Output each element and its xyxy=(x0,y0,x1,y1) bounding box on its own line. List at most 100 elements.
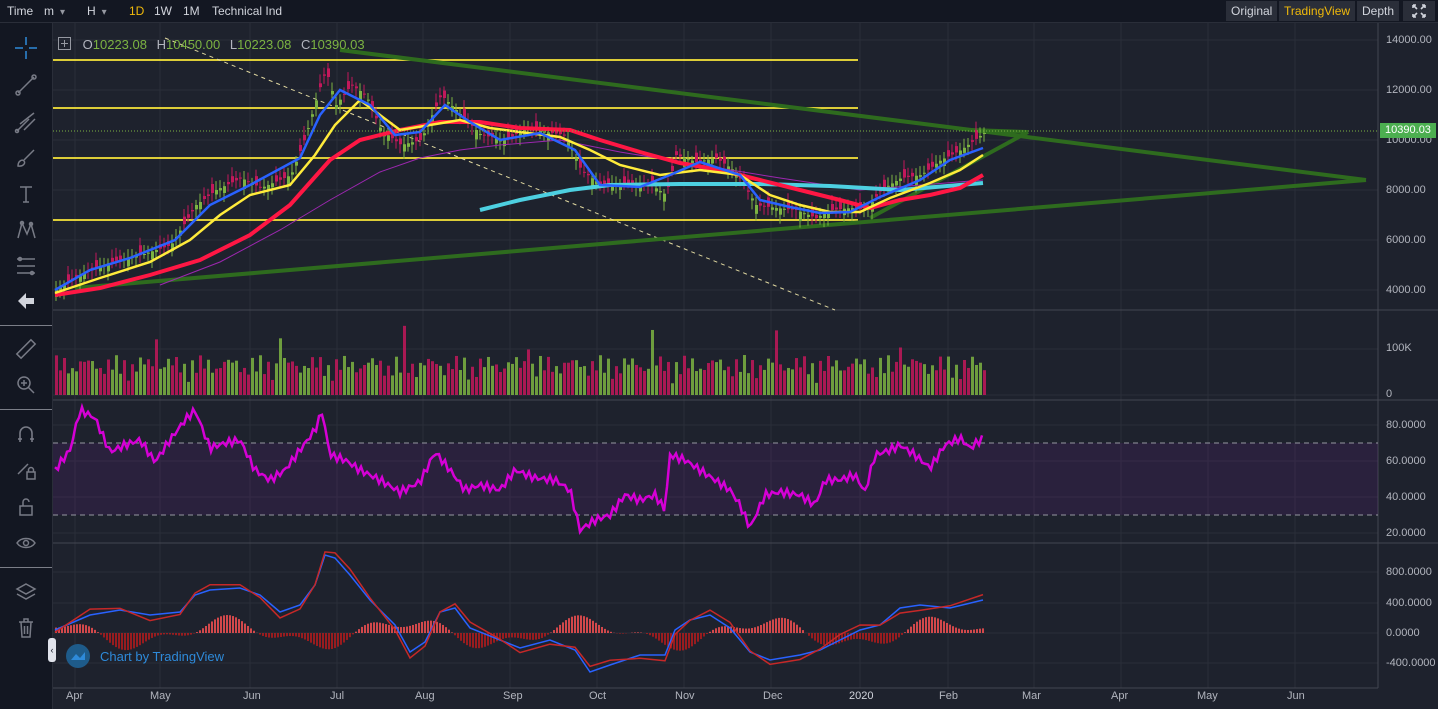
view-tradingview-button[interactable]: TradingView xyxy=(1279,1,1356,21)
macd-histogram-bar xyxy=(781,617,783,633)
lock-draw-icon[interactable] xyxy=(13,457,39,483)
view-original-button[interactable]: Original xyxy=(1226,1,1278,21)
volume-bar xyxy=(451,369,454,395)
macd-histogram-bar xyxy=(316,633,318,646)
unlock-icon[interactable] xyxy=(13,494,39,520)
macd-histogram-bar xyxy=(925,617,927,633)
volume-bar xyxy=(783,370,786,395)
volume-bar xyxy=(307,368,310,395)
volume-bar xyxy=(271,379,274,395)
volume-bar xyxy=(919,362,922,395)
pattern-icon[interactable] xyxy=(13,217,39,243)
volume-bar xyxy=(695,371,698,395)
macd-histogram-bar xyxy=(223,615,225,633)
volume-bar xyxy=(231,362,234,395)
triangle-hidden xyxy=(75,50,1366,288)
candle-body xyxy=(579,157,582,168)
candle-body xyxy=(311,114,314,117)
candle-body xyxy=(131,257,134,259)
view-depth-button[interactable]: Depth xyxy=(1357,1,1400,21)
macd-histogram-bar xyxy=(430,620,432,633)
macd-histogram-bar xyxy=(472,633,474,648)
macd-histogram-bar xyxy=(175,633,177,636)
candle-body xyxy=(795,206,798,210)
macd-histogram-bar xyxy=(946,622,948,633)
text-icon[interactable] xyxy=(13,181,39,207)
minute-dropdown[interactable]: m xyxy=(40,1,80,21)
macd-histogram-bar xyxy=(244,623,246,633)
candle-body xyxy=(59,287,62,290)
volume-bar xyxy=(395,356,398,395)
macd-histogram-bar xyxy=(907,629,909,633)
macd-histogram-bar xyxy=(331,633,333,649)
technical-indicators-button[interactable]: Technical Ind xyxy=(212,4,283,18)
volume-bar xyxy=(247,374,250,395)
interval-1m-button[interactable]: 1M xyxy=(183,4,200,18)
pitchfork-icon[interactable] xyxy=(13,109,39,135)
volume-bar xyxy=(667,361,670,395)
volume-bar xyxy=(547,356,550,395)
zoom-icon[interactable] xyxy=(13,372,39,398)
candle-body xyxy=(195,205,198,210)
volume-bar xyxy=(115,355,118,395)
layers-icon[interactable] xyxy=(13,579,39,605)
macd-histogram-bar xyxy=(724,626,726,633)
volume-bar xyxy=(907,366,910,395)
trend-line-icon[interactable] xyxy=(13,72,39,98)
macd-histogram-bar xyxy=(847,633,849,641)
candle-body xyxy=(135,256,138,258)
fib-icon[interactable] xyxy=(13,253,39,279)
volume-bar xyxy=(523,361,526,395)
volume-bar xyxy=(671,383,674,395)
macd-histogram-bar xyxy=(883,633,885,644)
macd-histogram-bar xyxy=(190,633,192,635)
macd-histogram-bar xyxy=(466,633,468,646)
candle-body xyxy=(559,128,562,135)
magnet-icon[interactable] xyxy=(13,421,39,447)
macd-histogram-bar xyxy=(766,622,768,633)
fullscreen-button[interactable] xyxy=(1403,1,1435,21)
interval-1w-button[interactable]: 1W xyxy=(154,4,172,18)
candle-body xyxy=(87,270,90,272)
macd-histogram-bar xyxy=(415,623,417,633)
volume-bar xyxy=(807,374,810,395)
macd-histogram-bar xyxy=(301,633,303,639)
candle-body xyxy=(319,83,322,88)
macd-histogram-bar xyxy=(100,633,102,635)
tradingview-branding[interactable]: Chart by TradingView xyxy=(66,644,224,668)
eye-icon[interactable] xyxy=(13,530,39,556)
branding-text: Chart by TradingView xyxy=(100,648,225,664)
back-arrow-icon[interactable] xyxy=(13,288,39,314)
macd-histogram-bar xyxy=(709,631,711,633)
volume-bar xyxy=(355,372,358,395)
trash-icon[interactable] xyxy=(13,615,39,641)
macd-histogram-bar xyxy=(580,615,582,633)
ma-blue-line xyxy=(54,88,984,292)
volume-bar xyxy=(535,376,538,395)
candle-body xyxy=(727,166,730,174)
volume-bar xyxy=(59,370,62,395)
candle-body xyxy=(395,139,398,142)
volume-bar xyxy=(199,355,202,395)
ruler-icon[interactable] xyxy=(13,336,39,362)
macd-histogram-bar xyxy=(271,633,273,638)
candle-body xyxy=(323,74,326,76)
volume-bar xyxy=(623,358,626,395)
crosshair-icon[interactable] xyxy=(13,35,39,61)
volume-bar xyxy=(587,375,590,395)
collapse-sidebar-button[interactable]: ‹ xyxy=(48,638,56,662)
macd-histogram-bar xyxy=(889,633,891,643)
volume-bar xyxy=(883,373,886,395)
hour-dropdown[interactable]: H xyxy=(83,1,123,21)
time-axis-label: Oct xyxy=(589,690,607,702)
macd-histogram-bar xyxy=(733,626,735,633)
candle-body xyxy=(859,202,862,210)
interval-1d-button[interactable]: 1D xyxy=(129,4,145,18)
brush-icon[interactable] xyxy=(13,145,39,171)
rsi-band-fill xyxy=(53,443,1378,515)
plus-icon[interactable] xyxy=(58,37,71,50)
macd-histogram-bar xyxy=(298,633,300,638)
volume-bar xyxy=(703,369,706,395)
volume-bar xyxy=(175,357,178,395)
volume-bar xyxy=(319,357,322,395)
